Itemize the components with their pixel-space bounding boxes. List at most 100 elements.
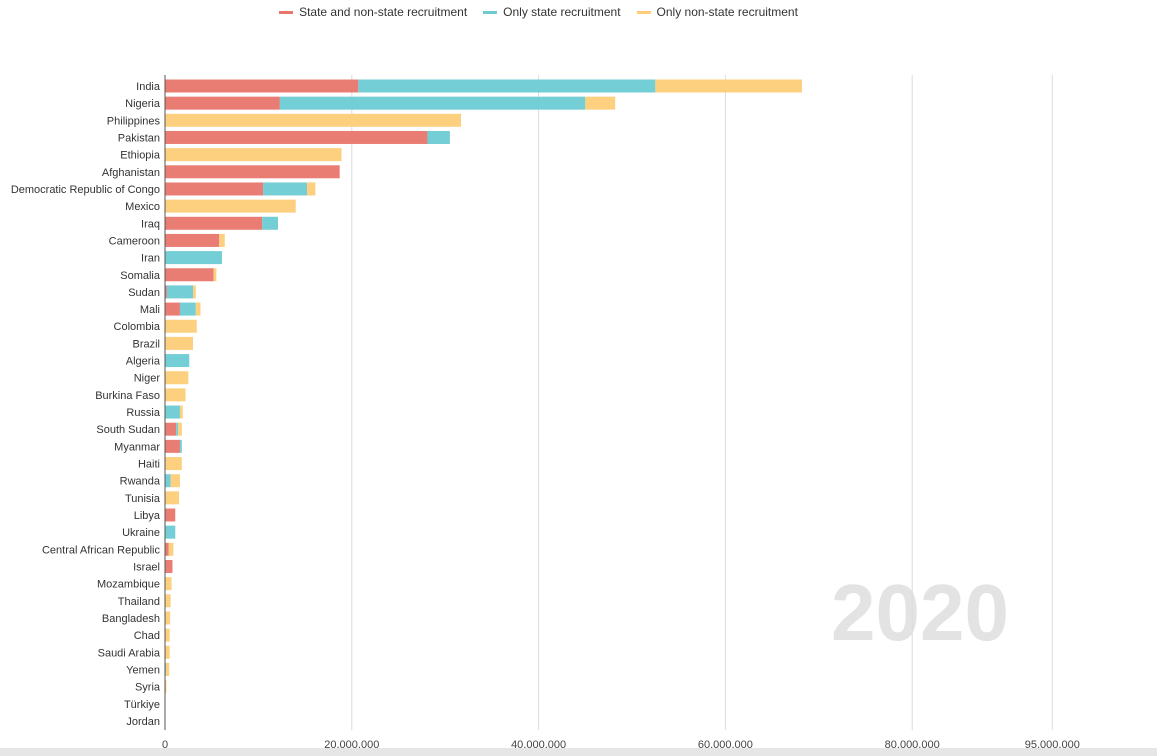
bar-segment-only-non-state — [213, 268, 217, 282]
bar-segment-only-state — [279, 96, 586, 110]
x-tick-label: 20,000,000 — [324, 739, 379, 748]
bar-segment-only-state — [427, 130, 450, 144]
legend-item-state-and-non-state[interactable]: State and non-state recruitment — [279, 5, 467, 19]
y-category-label: Iraq — [141, 218, 160, 230]
x-tick-label: 95,000,000 — [1025, 739, 1080, 748]
bar-segment-state-and-non-state — [165, 268, 214, 282]
y-category-label: Cameroon — [109, 235, 160, 247]
legend-item-only-state[interactable]: Only state recruitment — [483, 5, 621, 19]
y-category-label: Israel — [133, 561, 160, 573]
legend-label: Only non-state recruitment — [656, 5, 798, 19]
y-category-label: Thailand — [118, 596, 160, 608]
y-category-label: Pakistan — [118, 132, 160, 144]
bar-segment-state-and-non-state — [165, 216, 263, 230]
y-category-label: India — [136, 81, 161, 93]
bar-segment-only-non-state — [165, 113, 462, 127]
y-category-label: Syria — [135, 682, 161, 694]
y-category-label: Chad — [134, 630, 160, 642]
bar-segment-only-state — [179, 302, 196, 316]
y-category-label: Myanmar — [114, 441, 160, 453]
bar-segment-only-state — [165, 354, 190, 368]
legend: State and non-state recruitment Only sta… — [0, 5, 1077, 19]
bar-segment-only-non-state — [165, 336, 194, 350]
bar-segment-state-and-non-state — [165, 508, 176, 522]
bar-segment-only-non-state — [165, 457, 182, 471]
y-category-label: Central African Republic — [42, 544, 161, 556]
y-category-label: Sudan — [128, 287, 160, 299]
bar-segment-only-state — [165, 525, 176, 539]
bar-segment-only-non-state — [193, 285, 196, 299]
y-category-label: Türkiye — [124, 699, 160, 711]
bar-segment-only-non-state — [165, 628, 170, 642]
bar-segment-only-non-state — [165, 148, 342, 162]
y-category-label: Mali — [140, 304, 160, 316]
bar-segment-state-and-non-state — [165, 559, 173, 573]
legend-label: Only state recruitment — [503, 5, 621, 19]
bar-segment-state-and-non-state — [165, 285, 167, 299]
bar-segment-only-state — [166, 285, 194, 299]
bar-segment-only-non-state — [165, 388, 186, 402]
bar-segment-only-non-state — [179, 405, 183, 419]
bar-segment-only-non-state — [165, 645, 170, 659]
y-category-label: Brazil — [132, 338, 160, 350]
y-category-label: Jordan — [126, 716, 160, 728]
y-category-label: South Sudan — [96, 424, 160, 436]
bar-segment-only-non-state — [165, 680, 167, 694]
y-category-label: Haiti — [138, 459, 160, 471]
y-category-label: Somalia — [120, 270, 161, 282]
bar-segment-only-state — [165, 251, 222, 265]
bar-segment-only-non-state — [178, 422, 182, 436]
y-category-label: Ethiopia — [120, 150, 161, 162]
bar-segment-only-non-state — [219, 233, 225, 247]
y-category-label: Algeria — [126, 356, 161, 368]
bar-segment-only-non-state — [168, 542, 174, 556]
bar-segment-only-non-state — [170, 474, 180, 488]
y-category-label: Tunisia — [125, 493, 161, 505]
bar-segment-state-and-non-state — [165, 422, 177, 436]
bar-segment-only-state — [165, 405, 180, 419]
bar-segment-only-state — [358, 79, 656, 93]
x-tick-label: 0 — [162, 739, 168, 748]
horizontal-scrollbar-track[interactable] — [0, 748, 1157, 756]
legend-swatch — [279, 10, 294, 14]
y-category-label: Iran — [141, 253, 160, 265]
y-category-label: Saudi Arabia — [98, 647, 161, 659]
bar-segment-only-state — [263, 182, 307, 196]
bar-segment-state-and-non-state — [165, 302, 180, 316]
legend-swatch — [483, 10, 498, 14]
y-category-label: Libya — [134, 510, 161, 522]
y-category-label: Yemen — [126, 664, 160, 676]
bar-segment-only-non-state — [165, 577, 172, 591]
bar-segment-only-state — [165, 474, 171, 488]
bar-segment-only-non-state — [165, 371, 189, 385]
bar-segment-state-and-non-state — [165, 130, 428, 144]
y-category-label: Afghanistan — [102, 167, 160, 179]
x-tick-label: 80,000,000 — [885, 739, 940, 748]
y-category-label: Russia — [126, 407, 161, 419]
y-category-label: Bangladesh — [102, 613, 160, 625]
year-watermark: 2020 — [831, 568, 1009, 657]
x-tick-label: 60,000,000 — [698, 739, 753, 748]
bar-segment-only-non-state — [165, 611, 171, 625]
bar-segment-state-and-non-state — [165, 439, 180, 453]
y-category-label: Niger — [134, 373, 161, 385]
bar-segment-only-non-state — [165, 491, 180, 505]
bar-segment-only-non-state — [306, 182, 316, 196]
bar-segment-only-state — [179, 439, 182, 453]
x-tick-label: 40,000,000 — [511, 739, 566, 748]
bar-segment-state-and-non-state — [165, 233, 220, 247]
y-category-label: Mozambique — [97, 579, 160, 591]
bar-segment-only-non-state — [195, 302, 201, 316]
bar-segment-only-state — [176, 422, 179, 436]
y-category-label: Rwanda — [120, 476, 161, 488]
bar-segment-only-non-state — [165, 319, 197, 333]
bar-segment-state-and-non-state — [165, 182, 264, 196]
bar-segment-state-and-non-state — [165, 96, 280, 110]
bar-segment-state-and-non-state — [165, 542, 169, 556]
y-category-label: Democratic Republic of Congo — [11, 184, 160, 196]
legend-item-only-non-state[interactable]: Only non-state recruitment — [636, 5, 798, 19]
y-category-label: Colombia — [114, 321, 161, 333]
legend-label: State and non-state recruitment — [299, 5, 468, 19]
bar-segment-only-non-state — [585, 96, 616, 110]
